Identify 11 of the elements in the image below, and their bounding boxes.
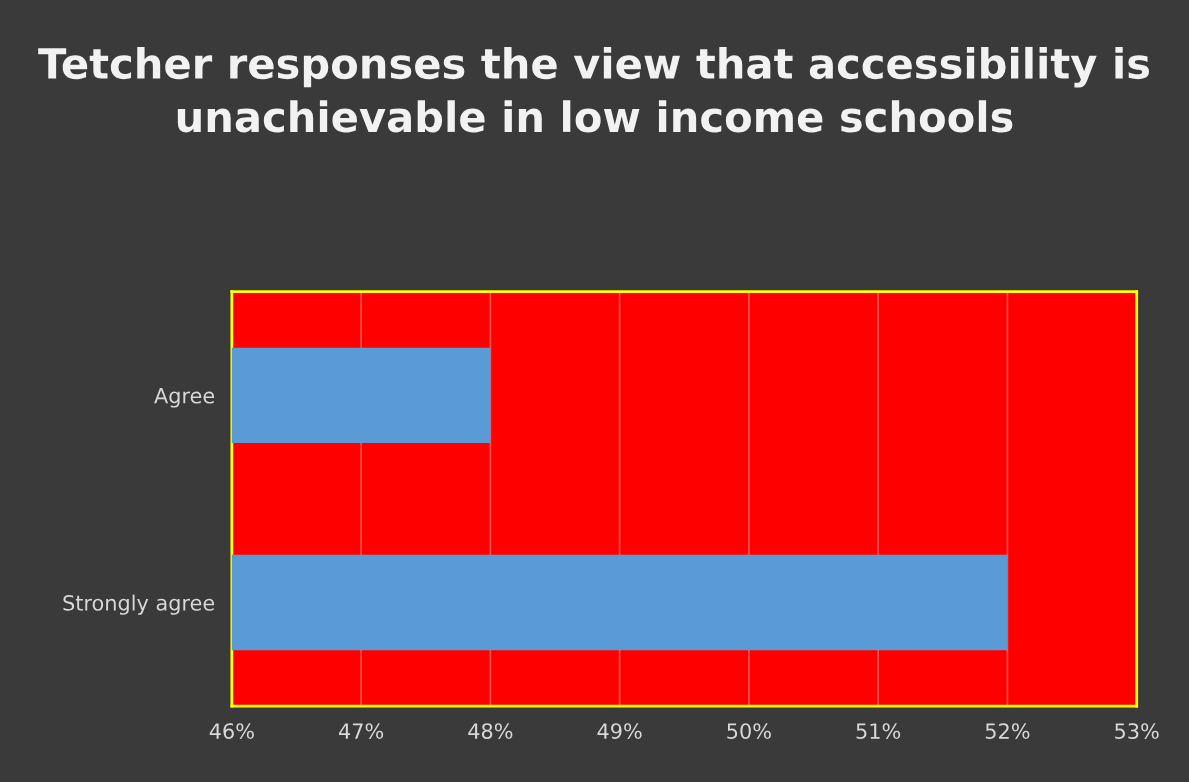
x-tick-label: 49%	[597, 723, 642, 739]
chart-title: Tetcher responses the view that accessibility is unachievable in low income schools	[38, 46, 1150, 133]
x-tick-label: 46%	[209, 723, 254, 739]
x-tick-label: 48%	[468, 723, 513, 739]
x-tick-label: 50%	[727, 723, 771, 739]
x-tick-label: 53%	[1115, 723, 1159, 739]
x-tick-label: 51%	[856, 723, 901, 739]
x-tick-label: 47%	[338, 723, 384, 739]
x-tick-label: 52%	[985, 723, 1030, 739]
y-tick-label: Strongly agree	[63, 594, 215, 615]
y-tick-label: Agree	[154, 388, 215, 408]
